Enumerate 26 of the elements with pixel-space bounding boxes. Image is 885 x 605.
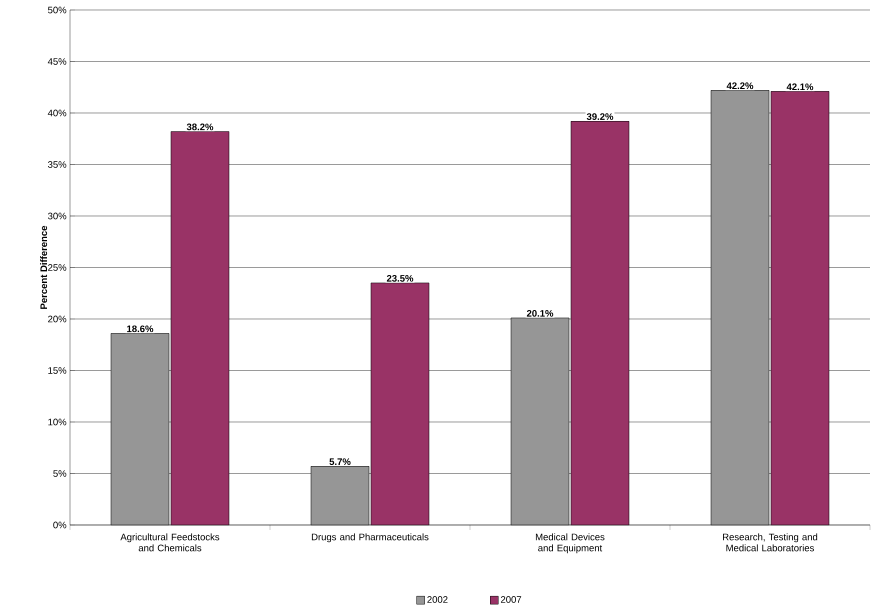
data-label: 18.6%: [127, 325, 154, 332]
x-tick-label: Research, Testing and Medical Laboratories: [722, 533, 818, 552]
y-tick-label: 5%: [53, 470, 66, 477]
y-tick-label: 20%: [48, 316, 66, 322]
data-label: 39.2%: [586, 113, 614, 120]
y-tick-label: 0%: [53, 522, 66, 528]
y-tick-label: 10%: [48, 418, 66, 426]
data-label: 42.2%: [726, 82, 754, 90]
data-label: 38.2%: [186, 124, 214, 130]
x-tick-label: Medical Devices and Equipment: [536, 533, 604, 554]
legend-label: 2007: [500, 596, 522, 603]
y-tick-label: 40%: [48, 110, 66, 116]
x-tick-label: Drugs and Pharmaceuticals: [312, 533, 429, 542]
y-tick-label: 25%: [48, 264, 66, 271]
y-tick-label: 45%: [48, 58, 66, 65]
x-tick-label: Agricultural Feedstocks and Chemicals: [120, 533, 220, 552]
y-tick-label: 50%: [48, 6, 66, 14]
data-label: 42.1%: [786, 83, 814, 90]
y-tick-label: 30%: [48, 212, 66, 220]
y-axis-title: Percent Difference: [40, 226, 48, 309]
data-label: 20.1%: [526, 310, 554, 317]
y-tick-label: 35%: [48, 161, 66, 168]
y-tick-label: 15%: [48, 367, 66, 374]
data-label: 5.7%: [329, 458, 351, 466]
data-label: 23.5%: [386, 274, 414, 282]
legend-label: 2002: [427, 596, 448, 603]
